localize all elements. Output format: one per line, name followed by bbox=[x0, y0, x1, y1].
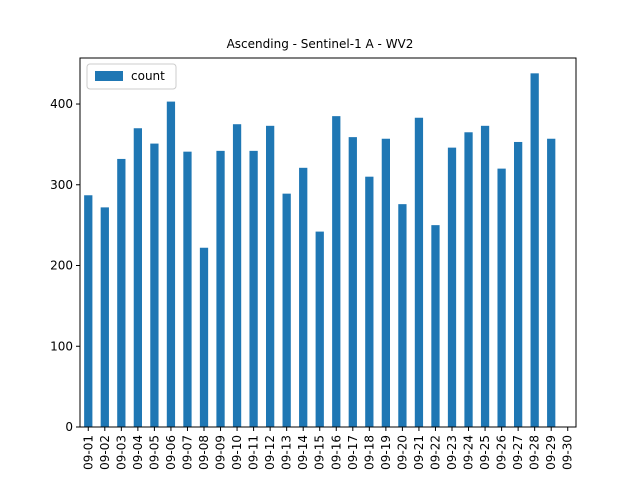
x-tick-label: 09-05 bbox=[147, 435, 161, 470]
bar-09-18 bbox=[365, 176, 374, 427]
bar-09-19 bbox=[381, 138, 390, 428]
bar-09-11 bbox=[249, 150, 258, 428]
x-tick-label: 09-01 bbox=[81, 435, 95, 470]
x-tick-label: 09-15 bbox=[313, 435, 327, 470]
x-tick-label: 09-13 bbox=[280, 435, 294, 470]
bar-09-23 bbox=[447, 147, 457, 427]
y-axis-ticks: 0 100 200 300 400 bbox=[50, 97, 80, 434]
bar-09-22 bbox=[431, 225, 440, 427]
x-tick-label: 09-27 bbox=[511, 435, 525, 470]
bar-09-08 bbox=[199, 247, 209, 427]
x-tick-label: 09-03 bbox=[114, 435, 128, 470]
bar-09-28 bbox=[530, 73, 539, 427]
bar-09-16 bbox=[332, 116, 341, 427]
x-tick-label: 09-20 bbox=[395, 435, 409, 470]
x-tick-label: 09-29 bbox=[544, 435, 558, 470]
x-tick-label: 09-28 bbox=[528, 435, 542, 470]
x-tick-label: 09-21 bbox=[412, 435, 426, 470]
bar-09-25 bbox=[480, 125, 490, 427]
x-tick-label: 09-02 bbox=[98, 435, 112, 470]
bar-09-20 bbox=[398, 204, 407, 427]
bar-09-17 bbox=[348, 137, 357, 427]
x-tick-label: 09-12 bbox=[263, 435, 277, 470]
bar-09-02 bbox=[100, 207, 109, 427]
x-tick-label: 09-07 bbox=[180, 435, 194, 470]
legend-swatch bbox=[95, 71, 123, 81]
bar-09-27 bbox=[514, 141, 523, 427]
y-tick-label: 100 bbox=[50, 339, 73, 353]
x-tick-label: 09-04 bbox=[131, 435, 145, 470]
bar-09-24 bbox=[464, 132, 473, 427]
x-axis-ticks: 09-01 09-02 09-03 09-04 09-05 09-06 09-07 09-08… bbox=[81, 427, 575, 470]
x-tick-label: 09-22 bbox=[428, 435, 442, 470]
x-tick-label: 09-30 bbox=[561, 435, 575, 470]
legend: count bbox=[86, 63, 177, 90]
x-tick-label: 09-10 bbox=[230, 435, 244, 470]
bar-09-15 bbox=[315, 231, 324, 427]
bar-09-14 bbox=[299, 167, 308, 427]
bar-09-07 bbox=[183, 151, 192, 427]
bar-09-26 bbox=[497, 168, 506, 427]
legend-label: count bbox=[131, 69, 165, 83]
bars-group bbox=[84, 73, 556, 428]
y-tick-label: 0 bbox=[65, 420, 73, 434]
bar-09-12 bbox=[266, 125, 275, 427]
bar-09-01 bbox=[84, 195, 93, 427]
bar-09-06 bbox=[166, 101, 176, 427]
x-tick-label: 09-08 bbox=[197, 435, 211, 470]
x-tick-label: 09-18 bbox=[362, 435, 376, 470]
x-tick-label: 09-23 bbox=[445, 435, 459, 470]
x-tick-label: 09-11 bbox=[247, 435, 261, 470]
x-tick-label: 09-19 bbox=[379, 435, 393, 470]
legend-box bbox=[86, 63, 177, 90]
y-tick-label: 400 bbox=[50, 97, 73, 111]
x-tick-label: 09-26 bbox=[495, 435, 509, 470]
bar-09-29 bbox=[547, 138, 556, 428]
bar-09-09 bbox=[216, 150, 225, 428]
bar-09-04 bbox=[133, 128, 142, 427]
bar-09-13 bbox=[282, 193, 291, 427]
y-tick-label: 200 bbox=[50, 259, 73, 273]
bar-09-10 bbox=[232, 124, 242, 428]
plot-frame bbox=[79, 57, 577, 428]
x-tick-label: 09-14 bbox=[296, 435, 310, 470]
chart-title: Ascending - Sentinel-1 A - WV2 bbox=[227, 37, 414, 51]
x-tick-label: 09-16 bbox=[329, 435, 343, 470]
y-tick-label: 300 bbox=[50, 178, 73, 192]
x-tick-label: 09-25 bbox=[478, 435, 492, 470]
bar-09-03 bbox=[117, 158, 126, 427]
x-tick-label: 09-09 bbox=[214, 435, 228, 470]
bar-09-05 bbox=[150, 143, 159, 427]
x-tick-label: 09-24 bbox=[462, 435, 476, 470]
x-tick-label: 09-17 bbox=[346, 435, 360, 470]
bar-09-21 bbox=[414, 117, 424, 427]
x-tick-label: 09-06 bbox=[164, 435, 178, 470]
